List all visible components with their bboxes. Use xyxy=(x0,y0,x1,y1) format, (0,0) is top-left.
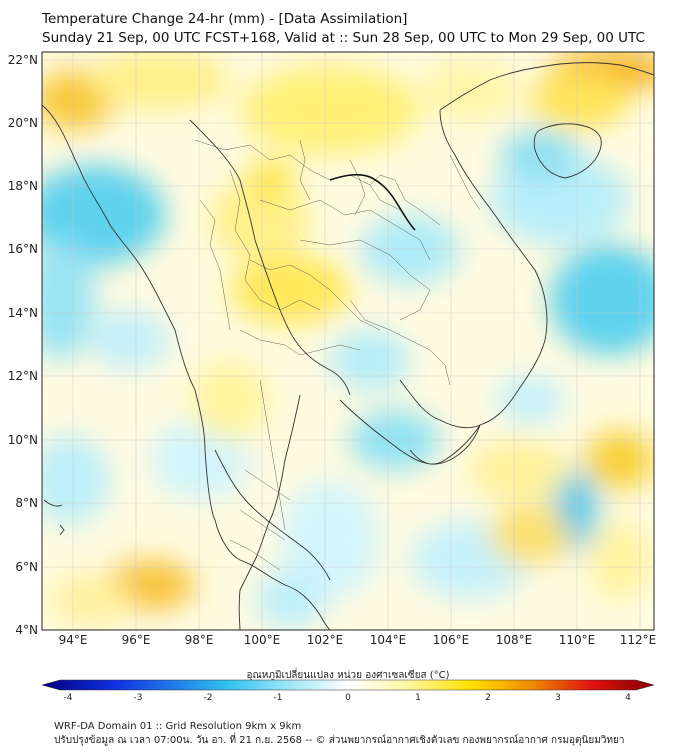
map-frame xyxy=(41,51,655,631)
lat-label: 12°N xyxy=(8,369,38,383)
lon-label: 100°E xyxy=(244,633,281,647)
title-block: Temperature Change 24-hr (mm) - [Data As… xyxy=(42,10,645,48)
lat-label: 14°N xyxy=(8,306,38,320)
lat-label: 18°N xyxy=(8,179,38,193)
lat-label: 20°N xyxy=(8,116,38,130)
colorbar-tick: -4 xyxy=(64,693,73,703)
lat-label: 6°N xyxy=(15,560,38,574)
national-border xyxy=(329,173,416,231)
lat-label: 8°N xyxy=(15,496,38,510)
lon-axis: 94°E 96°E 98°E 100°E 102°E 104°E 106°E 1… xyxy=(59,633,657,647)
lat-label: 4°N xyxy=(15,623,38,637)
map-title: Temperature Change 24-hr (mm) - [Data As… xyxy=(42,11,408,27)
province-borders xyxy=(194,139,481,571)
colorbar-tick: 1 xyxy=(415,693,421,703)
colorbar: อุณหภูมิเปลี่ยนแปลง หน่วย องศาเซลเซียส (… xyxy=(41,667,655,703)
lat-label: 22°N xyxy=(8,53,38,67)
colorbar-bar xyxy=(41,679,655,691)
colorbar-title: อุณหภูมิเปลี่ยนแปลง หน่วย องศาเซลเซียส (… xyxy=(246,667,449,681)
lat-label: 10°N xyxy=(8,433,38,447)
colorbar-tick: -2 xyxy=(204,693,213,703)
colorbar-tick: 2 xyxy=(485,693,491,703)
lon-label: 108°E xyxy=(496,633,533,647)
lat-label: 16°N xyxy=(8,242,38,256)
temperature-field xyxy=(42,52,654,630)
map-subtitle: Sunday 21 Sep, 00 UTC FCST+168, Valid at… xyxy=(42,30,645,46)
lon-label: 98°E xyxy=(185,633,214,647)
lon-label: 94°E xyxy=(59,633,88,647)
colorbar-tick: 0 xyxy=(345,693,351,703)
lon-label: 104°E xyxy=(370,633,407,647)
lon-label: 110°E xyxy=(559,633,596,647)
colorbar-tick: 4 xyxy=(625,693,631,703)
footer-credit: ปรับปรุงข้อมูล ณ เวลา 07:00น. วัน อา. ที… xyxy=(54,735,625,746)
colorbar-tick: -1 xyxy=(274,693,283,703)
coastlines xyxy=(42,62,654,630)
gridlines xyxy=(42,52,654,630)
lon-label: 102°E xyxy=(307,633,344,647)
lon-label: 112°E xyxy=(620,633,657,647)
lat-axis: 22°N 20°N 18°N 16°N 14°N 12°N 10°N 8°N 6… xyxy=(8,53,38,637)
footer: WRF-DA Domain 01 :: Grid Resolution 9km … xyxy=(54,720,625,748)
colorbar-tick: 3 xyxy=(555,693,561,703)
footer-model-info: WRF-DA Domain 01 :: Grid Resolution 9km … xyxy=(54,721,302,732)
colorbar-tick: -3 xyxy=(134,693,143,703)
lon-label: 106°E xyxy=(433,633,470,647)
lon-label: 96°E xyxy=(122,633,151,647)
